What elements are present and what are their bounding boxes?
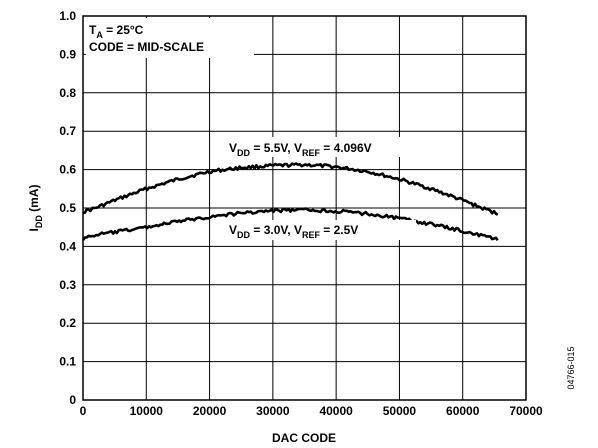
series-1-label-bg — [226, 137, 434, 157]
series-1-line — [82, 162, 499, 216]
figure-id: 04766-015 — [566, 346, 576, 389]
x-axis-title: DAC CODE — [272, 431, 336, 445]
y-tick-label: 1.0 — [59, 9, 76, 23]
conditions-bg — [86, 18, 254, 58]
x-tick-label: 60000 — [446, 404, 480, 418]
plot-frame — [82, 15, 527, 401]
tick-labels: 0 10000 20000 30000 40000 50000 60000 70000 0 0.1… — [59, 9, 543, 418]
y-tick-label: 0 — [69, 393, 76, 407]
series-lines — [81, 162, 499, 242]
y-tick-label: 0.3 — [59, 278, 76, 292]
y-tick-label: 0.2 — [59, 316, 76, 330]
condition-code: CODE = MID-SCALE — [89, 40, 204, 54]
y-tick-label: 0.1 — [59, 355, 76, 369]
series-2-label: VDD = 3.0V, VREF = 2.5V — [229, 223, 358, 240]
x-tick-label: 30000 — [256, 404, 290, 418]
x-tick-label: 50000 — [383, 404, 417, 418]
y-tick-label: 0.5 — [59, 201, 76, 215]
y-tick-label: 0.7 — [59, 124, 76, 138]
y-tick-label: 0.6 — [59, 163, 76, 177]
y-tick-label: 0.8 — [59, 86, 76, 100]
x-tick-label: 70000 — [509, 404, 543, 418]
y-tick-label: 0.9 — [59, 47, 76, 61]
series-2-line — [81, 207, 499, 242]
x-tick-label: 20000 — [193, 404, 227, 418]
grid — [83, 16, 526, 400]
condition-temperature: TA = 25°C — [89, 23, 144, 40]
x-tick-label: 10000 — [130, 404, 164, 418]
series-2-label-bg — [226, 220, 416, 240]
y-axis-title: IDD (mA) — [27, 184, 44, 231]
series-1-label: VDD = 5.5V, VREF = 4.096V — [229, 141, 372, 158]
y-tick-label: 0.4 — [59, 239, 76, 253]
x-tick-label: 0 — [80, 404, 87, 418]
x-tick-label: 40000 — [319, 404, 353, 418]
